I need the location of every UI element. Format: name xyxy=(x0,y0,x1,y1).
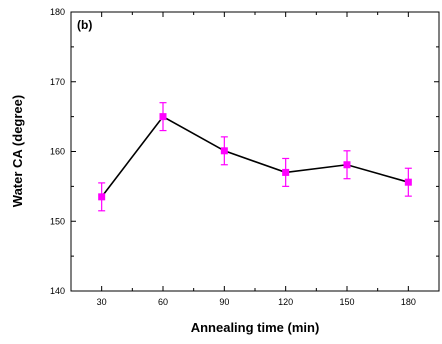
data-point xyxy=(404,178,412,186)
x-axis-ticks: 30 60 90 120 150 180 xyxy=(97,12,416,307)
data-point xyxy=(282,168,290,176)
series-line xyxy=(101,115,409,198)
panel-label: (b) xyxy=(77,18,92,32)
y-tick-label: 160 xyxy=(50,147,65,157)
x-tick-label: 30 xyxy=(97,297,107,307)
y-tick-label: 150 xyxy=(50,216,65,226)
data-point xyxy=(159,113,167,121)
x-tick-label: 180 xyxy=(401,297,416,307)
data-point xyxy=(343,161,351,169)
plot-frame xyxy=(70,11,440,292)
series-layer xyxy=(98,102,412,212)
y-axis-label: Water CA (degree) xyxy=(10,95,25,207)
data-point xyxy=(220,147,228,155)
y-tick-label: 140 xyxy=(50,286,65,296)
x-tick-label: 90 xyxy=(219,297,229,307)
y-axis-ticks: 140 150 160 170 180 xyxy=(50,7,439,296)
y-tick-label: 180 xyxy=(50,7,65,17)
x-tick-label: 120 xyxy=(278,297,293,307)
x-tick-label: 150 xyxy=(339,297,354,307)
y-tick-label: 170 xyxy=(50,77,65,87)
x-tick-label: 60 xyxy=(158,297,168,307)
x-axis-label: Annealing time (min) xyxy=(191,320,320,335)
data-point xyxy=(98,193,106,201)
